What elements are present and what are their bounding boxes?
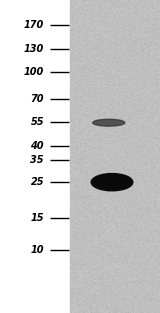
Text: 35: 35 [31, 155, 44, 165]
Ellipse shape [91, 173, 133, 191]
Text: 100: 100 [24, 67, 44, 77]
Text: 55: 55 [31, 117, 44, 127]
Text: 25: 25 [31, 177, 44, 187]
Text: 130: 130 [24, 44, 44, 54]
Text: 70: 70 [31, 94, 44, 104]
Bar [0, 0, 70, 313]
Text: 170: 170 [24, 20, 44, 30]
Text: 10: 10 [31, 245, 44, 255]
Ellipse shape [93, 119, 125, 126]
Bar [70, 0, 160, 313]
Text: 40: 40 [31, 141, 44, 151]
Text: 15: 15 [31, 213, 44, 223]
